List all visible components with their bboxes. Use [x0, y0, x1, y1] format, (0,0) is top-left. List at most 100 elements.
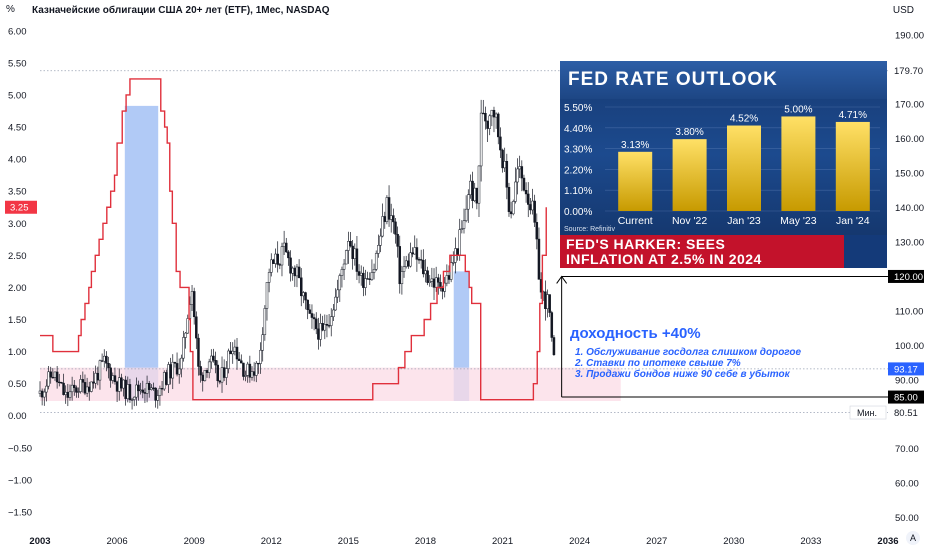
candle-body — [520, 166, 524, 179]
candle-body — [387, 197, 391, 220]
candle-body — [321, 323, 324, 331]
candle-body — [314, 318, 318, 330]
candle-body — [98, 360, 102, 381]
candle-body — [276, 253, 279, 265]
candle-body — [402, 266, 406, 272]
inset-category-label: Nov '22 — [672, 215, 707, 227]
candle-body — [225, 368, 228, 378]
left-tick-label: 5.00 — [8, 90, 27, 101]
price-badge-text: 120.00 — [894, 272, 923, 283]
candle-body — [293, 267, 297, 277]
candle-body — [447, 275, 451, 280]
candle-body — [497, 113, 500, 138]
left-tick-label: 4.00 — [8, 155, 27, 166]
candle-body — [374, 253, 378, 270]
candle-body — [68, 391, 72, 398]
candle-body — [184, 332, 187, 338]
candle-body — [409, 252, 412, 267]
price-badge-bg — [888, 269, 924, 283]
candle-body — [546, 294, 549, 309]
candle-body — [210, 355, 213, 363]
candle-body — [422, 260, 425, 275]
candle-body — [394, 221, 397, 235]
candle-body — [145, 383, 149, 394]
candle-body — [325, 324, 329, 326]
candle-body — [338, 275, 342, 291]
candle-body — [509, 211, 513, 215]
candle-body — [171, 361, 175, 379]
candle-body — [353, 248, 357, 259]
candle-body — [38, 390, 42, 394]
candle-body — [347, 241, 350, 251]
candle-body — [329, 316, 333, 326]
candle-body — [357, 271, 361, 276]
candle-body — [135, 384, 138, 398]
left-axis: 6.00 5.50 5.00 4.50 4.00 3.50 3.00 2.50 2.00 1.50… — [8, 26, 32, 518]
rate-line — [40, 78, 547, 401]
candle-body — [396, 233, 399, 247]
annotation-item: 3. Продажи бондов ниже 90 себе в убыток — [575, 369, 790, 380]
inset-banner-text: FED'S HARKER: SEES INFLATION AT 2.5% IN … — [566, 237, 762, 267]
candle-body — [484, 113, 487, 122]
price-badge-text: 93.17 — [894, 364, 918, 375]
candle-body — [533, 200, 536, 223]
annotation-headline: доходность +40% — [570, 325, 701, 342]
candle-body — [90, 381, 93, 392]
candle-body — [201, 374, 204, 381]
inset-bar — [781, 116, 816, 211]
candle-body — [460, 228, 464, 230]
inset-bar-value: 3.80% — [675, 127, 703, 138]
left-tick-label: 1.50 — [8, 315, 27, 326]
left-tick-label: 2.00 — [8, 283, 27, 294]
right-tick-label: 160.00 — [895, 134, 924, 145]
left-tick-label: 5.50 — [8, 58, 27, 69]
candle-body — [417, 259, 421, 261]
inset-banner-line-2: INFLATION AT 2.5% IN 2024 — [566, 251, 762, 267]
candle-body — [128, 384, 132, 400]
candle-body — [334, 296, 337, 311]
price-badge-bg — [888, 406, 924, 420]
candle-body — [154, 387, 157, 401]
candle-body — [372, 269, 376, 273]
candle-body — [195, 316, 198, 339]
left-tick-label: 1.00 — [8, 347, 27, 358]
candle-body — [492, 109, 496, 118]
candle-body — [81, 379, 85, 383]
price-badge-text: 179.70 — [894, 66, 923, 77]
auto-scale-button[interactable]: A — [906, 531, 920, 545]
candle-body — [199, 366, 202, 376]
left-tick-label: 0.50 — [8, 379, 27, 390]
x-tick-label: 2018 — [415, 536, 436, 547]
inset-bar — [618, 151, 653, 211]
candle-body — [317, 328, 320, 340]
inset-category-label: May '23 — [780, 215, 817, 227]
candle-body — [152, 387, 155, 389]
rate-badge-bg — [5, 200, 37, 214]
candle-body — [222, 367, 226, 378]
fed-rate-outlook-image: FED RATE OUTLOOK 5.50% 4.40% 3.30% 2.20% 1.1… — [560, 61, 887, 268]
candle-body — [214, 360, 217, 366]
candle-body — [537, 238, 541, 280]
candle-body — [175, 363, 179, 375]
candle-body — [430, 278, 434, 282]
candle-body — [192, 291, 196, 318]
left-axis-unit: % — [6, 4, 15, 15]
candle-body — [43, 391, 46, 398]
candle-body — [182, 337, 185, 359]
candle-body — [351, 245, 354, 259]
left-tick-label: 4.50 — [8, 123, 27, 134]
right-tick-label: 90.00 — [895, 375, 919, 386]
candle-body — [392, 215, 395, 223]
range-arrow-head — [556, 275, 568, 284]
candle-body — [250, 371, 254, 378]
candle-body — [165, 372, 168, 385]
candle-body — [512, 201, 515, 215]
candle-body — [535, 222, 539, 240]
candle-body — [505, 161, 509, 188]
candle-body — [355, 248, 359, 272]
price-candles — [38, 99, 556, 410]
candle-body — [75, 387, 78, 393]
candle-body — [207, 361, 211, 373]
candle-body — [60, 382, 63, 384]
candle-body — [265, 282, 269, 309]
